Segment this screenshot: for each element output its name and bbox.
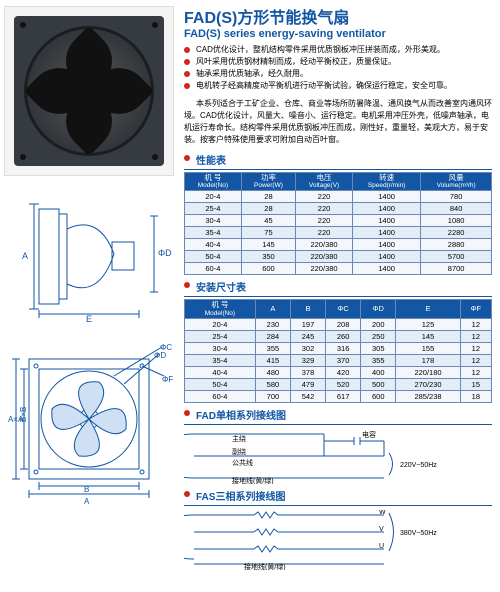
front-view-diagram: A×A B×B A B ΦD ΦC ΦF: [4, 344, 174, 516]
description: 本系列适合于工矿企业、仓库、商业等场所防暑降温、通风换气从而改善室内通风环境。C…: [184, 98, 492, 146]
table-header: 功率Power(W): [241, 173, 295, 191]
table-row: 60-4700542617600285/23818: [185, 390, 492, 402]
performance-table: 机 号Model(No)功率Power(W)电压Voltage(V)转速Spee…: [184, 172, 492, 275]
svg-text:U: U: [379, 543, 384, 550]
svg-text:接地线(黄/绿): 接地线(黄/绿): [244, 562, 286, 570]
feature-item: 风叶采用优质钢材精制而成，经动平衡校正，质量保证。: [184, 56, 492, 68]
side-view-diagram: A E ΦD: [4, 194, 174, 326]
table-header: B: [290, 300, 325, 318]
svg-text:主绕: 主绕: [232, 434, 246, 443]
feature-list: CAD优化设计，整机结构零件采用优质钢板冲压拼装而成，外形美观。 风叶采用优质钢…: [184, 44, 492, 92]
svg-text:ΦC: ΦC: [160, 344, 172, 352]
svg-text:380V~50Hz: 380V~50Hz: [400, 530, 437, 537]
perf-table-title: 性能表: [184, 152, 492, 167]
dims-table-title: 安装尺寸表: [184, 279, 492, 294]
table-row: 35-47522014002280: [185, 227, 492, 239]
table-row: 50-4350220/38014005700: [185, 251, 492, 263]
svg-text:接地线(黄/绿): 接地线(黄/绿): [232, 476, 274, 484]
svg-text:B×B: B×B: [19, 407, 28, 422]
table-header: ΦF: [460, 300, 491, 318]
table-header: ΦD: [361, 300, 396, 318]
product-photo: [4, 6, 174, 176]
wiring1-title: FAD单相系列接线图: [184, 407, 492, 422]
table-header: 机 号Model(No): [185, 173, 242, 191]
svg-text:电容: 电容: [362, 430, 376, 439]
table-header: A: [255, 300, 290, 318]
table-header: 电压Voltage(V): [296, 173, 353, 191]
table-header: ΦC: [326, 300, 361, 318]
table-header: 风量Volume(m³/h): [421, 173, 492, 191]
svg-text:ΦF: ΦF: [162, 375, 173, 384]
svg-text:E: E: [86, 314, 92, 324]
table-header: 机 号Model(No): [185, 300, 256, 318]
table-row: 50-4580479520500270/23015: [185, 378, 492, 390]
svg-text:220V~50Hz: 220V~50Hz: [400, 462, 437, 469]
table-row: 60-4600220/38014008700: [185, 263, 492, 275]
table-row: 30-44522014001080: [185, 215, 492, 227]
feature-item: 电机转子经高精度动平衡机进行动平衡试验，确保运行稳定，安全可靠。: [184, 80, 492, 92]
table-header: 转速Speed(r/min): [352, 173, 420, 191]
svg-text:公共线: 公共线: [232, 458, 253, 467]
product-title-cn: FAD(S)方形节能换气扇: [184, 4, 492, 28]
feature-item: CAD优化设计，整机结构零件采用优质钢板冲压拼装而成，外形美观。: [184, 44, 492, 56]
svg-text:V: V: [379, 526, 384, 533]
dimensions-table: 机 号Model(No)ABΦCΦDEΦF 20-423019720820012…: [184, 299, 492, 402]
table-row: 40-4145220/38014002880: [185, 239, 492, 251]
svg-text:副绕: 副绕: [232, 447, 246, 456]
table-header: E: [396, 300, 460, 318]
svg-text:B: B: [84, 485, 89, 494]
table-row: 20-4282201400780: [185, 191, 492, 203]
product-title-en: FAD(S) series energy-saving ventilator: [184, 28, 492, 40]
table-row: 25-4282201400840: [185, 203, 492, 215]
table-row: 30-435530231630515512: [185, 342, 492, 354]
svg-text:ΦD: ΦD: [158, 248, 172, 258]
svg-text:A: A: [84, 497, 90, 506]
svg-text:ΦD: ΦD: [154, 351, 166, 360]
table-row: 20-423019720820012512: [185, 318, 492, 330]
table-row: 35-441532937035517812: [185, 354, 492, 366]
table-row: 25-428424526025014512: [185, 330, 492, 342]
wiring-diagram-single: 主绕 副绕 公共线 接地线(黄/绿) 电容 220V~50Hz: [184, 429, 492, 484]
table-row: 40-4480378420400220/18012: [185, 366, 492, 378]
wiring-diagram-three: W V U 接地线(黄/绿) 380V~50Hz: [184, 510, 492, 570]
svg-text:W: W: [379, 510, 386, 516]
feature-item: 轴承采用优质轴承，经久耐用。: [184, 68, 492, 80]
svg-text:A: A: [22, 251, 28, 261]
wiring2-title: FAS三相系列接线图: [184, 488, 492, 503]
